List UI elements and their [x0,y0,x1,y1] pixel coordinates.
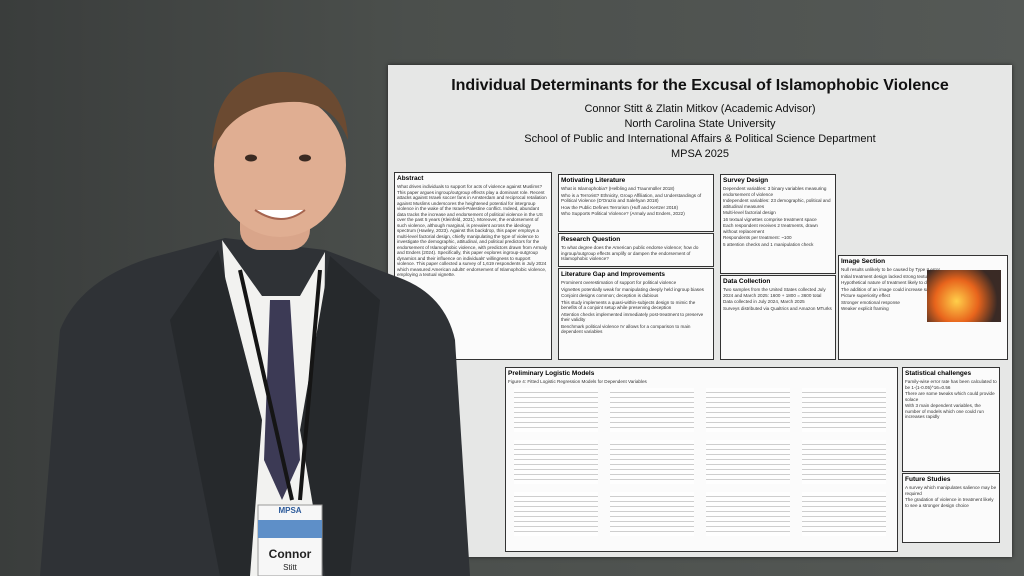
section-heading: Image Section [841,258,886,265]
section-text: Family-wise error rate has been calculat… [905,379,997,390]
poster-department: School of Public and International Affai… [524,133,876,145]
section-heading: Statistical challenges [905,370,972,377]
section-text: Null results unlikely to be caused by Ty… [841,267,940,272]
badge-first-name: Connor [268,547,312,561]
section-text: Multi-level factorial design [723,210,776,215]
poster-section: Literature Gap and Improvements Prominent… [558,268,714,360]
section-heading: Data Collection [723,278,771,285]
forest-plot [514,388,598,432]
forest-plot [610,440,694,484]
poster-title: Individual Determinants for the Excusal … [451,77,949,94]
forest-plot [706,492,790,536]
section-heading: Research Question [561,236,621,243]
section-text: The addition of an image could increase … [841,286,942,292]
fire-image [927,270,1001,322]
section-heading: Motivating Literature [561,177,626,184]
section-text: To what degree does the American public … [561,245,699,261]
section-heading: Abstract [397,175,424,182]
section-text: A survey which manipulates salience may … [905,485,997,496]
section-text: Conjoint designs common; deception is du… [561,293,659,298]
section-text: What drives individuals to support for a… [397,184,548,277]
section-text: Figure 4: Fitted Logistic Regression Mod… [508,379,647,384]
section-text: Respondents per treatment: ~100 [723,235,792,240]
poster-section: Motivating Literature What is Islamophobi… [558,174,714,232]
forest-plot [802,388,886,432]
section-heading: Survey Design [723,177,769,184]
section-text: Each respondent receives 2 treatments, d… [723,223,818,234]
section-text: Prominent overestimation of support for … [561,280,677,285]
section-text: Weaker explicit framing [841,306,889,311]
section-text: What is Islamophobia? (Helbling and Trau… [561,186,675,191]
poster-section: Statistical challenges Family-wise error … [902,367,1000,472]
section-text: With 3 main dependent variables, the num… [905,403,984,419]
section-text: Two samples from the United States colle… [723,287,826,298]
forest-plot [610,492,694,536]
section-text: There are some tweaks which could provid… [905,391,995,402]
section-text: Who is a Terrorist? Ethnicity, Group Aff… [561,192,702,204]
forest-plot [706,388,790,432]
section-text: 16 textual vignettes comprise treatment … [723,216,817,222]
poster-section: Data Collection Two samples from the Unit… [720,275,836,360]
badge-event: MPSA [278,506,302,515]
forest-plot [706,440,790,484]
section-text: Independent variables: 23 demographic, p… [723,198,831,209]
section-text: The gradation of violence in treatment l… [905,497,994,508]
section-heading: Future Studies [905,476,951,483]
poster-section: Image Section Null results unlikely to be… [838,255,1008,360]
poster-section: Research Question To what degree does the… [558,233,714,267]
badge-last-name: Stitt [283,563,297,572]
forest-plot [802,492,886,536]
poster-authors: Connor Stitt & Zlatin Mitkov (Academic A… [584,103,816,115]
section-text: Dependent variables: 3 binary variables … [723,186,827,197]
section-text: Stronger emotional response [841,299,900,305]
section-text: This study implements a quasi-within-sub… [561,299,696,311]
section-text: Picture superiority effect [841,293,891,298]
section-text: Initial treatment design lacked strong t… [841,273,948,279]
section-text: Hypothetical nature of treatment likely … [841,280,962,285]
forest-plot [802,440,886,484]
section-text: Surveys distributed via Qualtrics and Am… [723,305,832,311]
poster-section: Future Studies A survey which manipulates… [902,473,1000,543]
section-text: 5 attention checks and 1 manipulation ch… [723,241,814,247]
section-text: Data collected in July 2024, March 2025 [723,299,805,304]
poster-university: North Carolina State University [624,118,776,130]
forest-plot [514,492,598,536]
poster-section: Preliminary Logistic Models Figure 4: Fit… [505,367,898,552]
section-text: Attention checks implemented immediately… [561,311,704,323]
section-heading: Literature Gap and Improvements [561,271,666,278]
section-text: Benchmark political violence IV allows f… [561,323,691,335]
forest-plot [610,388,694,432]
section-text: Vignettes potentially weak for manipulat… [561,286,704,292]
poster-section: Survey Design Dependent variables: 3 bina… [720,174,836,274]
section-heading: Preliminary Logistic Models [508,370,595,377]
forest-plot [514,440,598,484]
poster-conference: MPSA 2025 [670,148,730,160]
section-text: How the Public Defines Terrorism (Huff a… [561,204,679,210]
section-text: Who Supports Political Violence? (Armaly… [561,211,685,216]
